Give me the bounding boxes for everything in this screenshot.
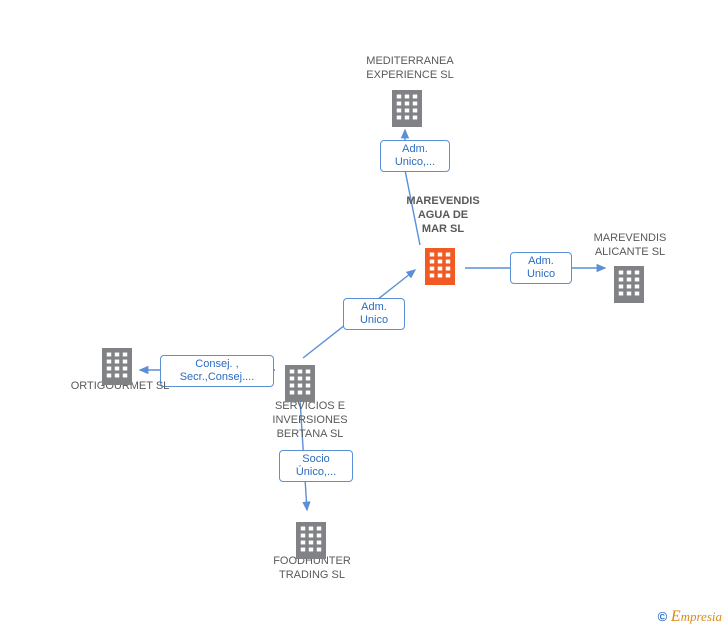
node-label-mediterranea: MEDITERRANEA EXPERIENCE SL [350, 55, 470, 83]
copyright-symbol: © [658, 609, 668, 624]
building-icon-mediterranea [392, 90, 422, 132]
building-icon-foodhunter [296, 522, 326, 564]
node-mediterranea: MEDITERRANEA EXPERIENCE SL [350, 55, 470, 83]
edge-label-marevendis_agua-mediterranea: Adm. Unico,... [380, 140, 450, 172]
node-marevendis_agua: MAREVENDIS AGUA DE MAR SL [388, 195, 498, 236]
edge-label-servicios-foodhunter: Socio Único,... [279, 450, 353, 482]
copyright: © empresia [658, 608, 722, 626]
node-marevendis_alicante: MAREVENDIS ALICANTE SL [575, 232, 685, 260]
edge-label-servicios-marevendis_agua: Adm. Unico [343, 298, 405, 330]
building-icon-marevendis_agua [425, 248, 455, 290]
edge-label-marevendis_agua-marevendis_alicante: Adm. Unico [510, 252, 572, 284]
copyright-brand: empresia [671, 609, 722, 624]
node-label-marevendis_alicante: MAREVENDIS ALICANTE SL [575, 232, 685, 260]
diagram-canvas: Adm. Unico,...Adm. UnicoAdm. UnicoConsej… [0, 0, 728, 630]
building-icon-marevendis_alicante [614, 266, 644, 308]
node-label-marevendis_agua: MAREVENDIS AGUA DE MAR SL [388, 195, 498, 236]
building-icon-ortigourmet [102, 348, 132, 390]
building-icon-servicios [285, 365, 315, 407]
